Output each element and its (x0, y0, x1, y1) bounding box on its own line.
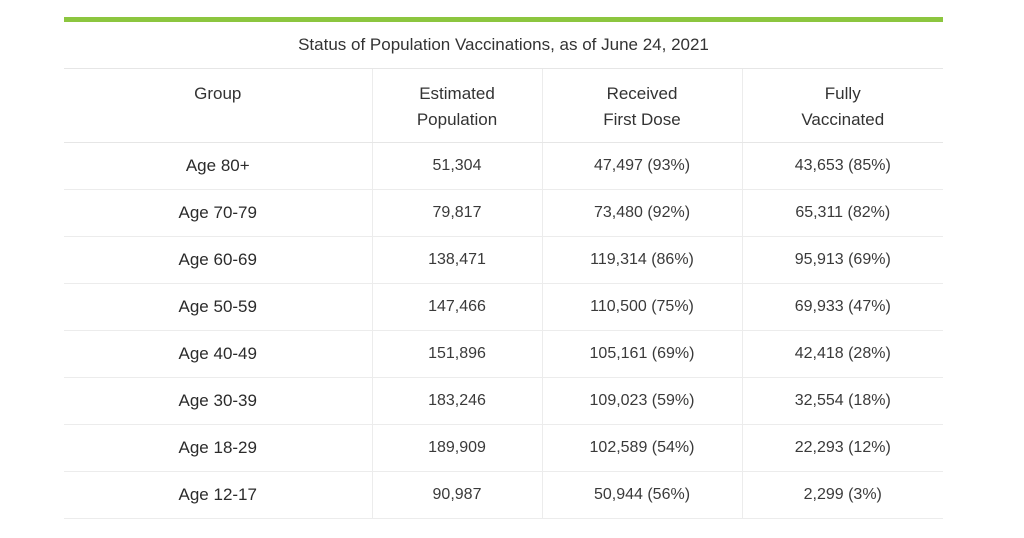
header-estimated-population-line1: Estimated (419, 84, 495, 103)
estimated-population-cell: 90,987 (371, 471, 542, 519)
header-estimated-population: Estimated Population (371, 69, 542, 143)
estimated-population-cell: 189,909 (371, 424, 542, 472)
vaccination-status-table: Group Estimated Population Received Firs… (64, 69, 943, 519)
table-caption: Status of Population Vaccinations, as of… (64, 22, 943, 69)
group-cell: Age 50-59 (64, 283, 372, 331)
fully-vaccinated-cell: 69,933 (47%) (741, 283, 943, 331)
accent-bar (64, 17, 943, 22)
table-row: Age 30-39 183,246 109,023 (59%) 32,554 (18%… (64, 377, 943, 425)
estimated-population-cell: 138,471 (371, 236, 542, 284)
first-dose-cell: 47,497 (93%) (541, 142, 742, 190)
vaccination-status-table-container: Status of Population Vaccinations, as of… (64, 17, 943, 519)
first-dose-cell: 102,589 (54%) (541, 424, 742, 472)
table-row: Age 80+ 51,304 47,497 (93%) 43,653 (85%) (64, 142, 943, 190)
header-fully-vaccinated: Fully Vaccinated (741, 69, 943, 143)
first-dose-cell: 110,500 (75%) (541, 283, 742, 331)
first-dose-cell: 105,161 (69%) (541, 330, 742, 378)
group-cell: Age 30-39 (64, 377, 372, 425)
first-dose-cell: 109,023 (59%) (541, 377, 742, 425)
group-cell: Age 80+ (64, 142, 372, 190)
header-fully-vaccinated-line1: Fully (824, 84, 861, 103)
group-cell: Age 12-17 (64, 471, 372, 519)
table-row: Age 60-69 138,471 119,314 (86%) 95,913 (69%… (64, 236, 943, 284)
estimated-population-cell: 183,246 (371, 377, 542, 425)
header-group-line1: Group (194, 84, 242, 103)
table-row: Age 18-29 189,909 102,589 (54%) 22,293 (12%… (64, 424, 943, 472)
estimated-population-cell: 147,466 (371, 283, 542, 331)
header-fully-vaccinated-line2: Vaccinated (801, 110, 885, 129)
header-received-first-dose: Received First Dose (541, 69, 742, 143)
group-cell: Age 40-49 (64, 330, 372, 378)
first-dose-cell: 73,480 (92%) (541, 189, 742, 237)
table-body: Age 80+ 51,304 47,497 (93%) 43,653 (85%) Age… (64, 142, 943, 519)
header-row: Group Estimated Population Received Firs… (64, 69, 943, 143)
fully-vaccinated-cell: 22,293 (12%) (741, 424, 943, 472)
estimated-population-cell: 51,304 (371, 142, 542, 190)
fully-vaccinated-cell: 42,418 (28%) (741, 330, 943, 378)
header-received-first-dose-line1: Received (606, 84, 678, 103)
estimated-population-cell: 79,817 (371, 189, 542, 237)
first-dose-cell: 50,944 (56%) (541, 471, 742, 519)
header-estimated-population-line2: Population (416, 110, 498, 129)
table-row: Age 12-17 90,987 50,944 (56%) 2,299 (3%) (64, 471, 943, 519)
fully-vaccinated-cell: 32,554 (18%) (741, 377, 943, 425)
table-row: Age 70-79 79,817 73,480 (92%) 65,311 (82%) (64, 189, 943, 237)
fully-vaccinated-cell: 43,653 (85%) (741, 142, 943, 190)
fully-vaccinated-cell: 2,299 (3%) (741, 471, 943, 519)
header-received-first-dose-line2: First Dose (603, 110, 681, 129)
fully-vaccinated-cell: 95,913 (69%) (741, 236, 943, 284)
first-dose-cell: 119,314 (86%) (541, 236, 742, 284)
group-cell: Age 18-29 (64, 424, 372, 472)
group-cell: Age 70-79 (64, 189, 372, 237)
table-row: Age 50-59 147,466 110,500 (75%) 69,933 (47%… (64, 283, 943, 331)
table-row: Age 40-49 151,896 105,161 (69%) 42,418 (28%… (64, 330, 943, 378)
estimated-population-cell: 151,896 (371, 330, 542, 378)
group-cell: Age 60-69 (64, 236, 372, 284)
header-group: Group (64, 69, 372, 143)
fully-vaccinated-cell: 65,311 (82%) (741, 189, 943, 237)
